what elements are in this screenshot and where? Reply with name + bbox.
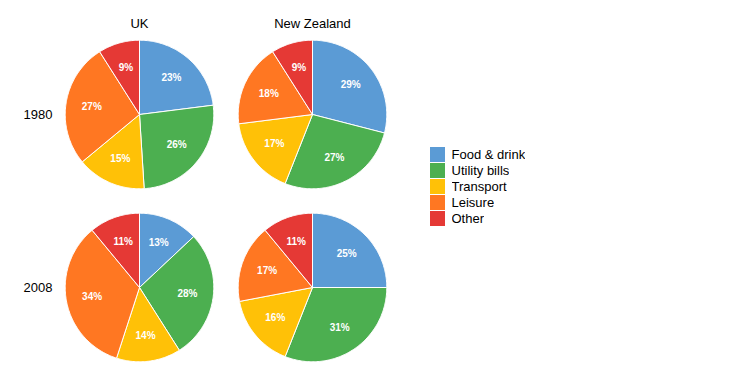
svg-text:11%: 11% bbox=[286, 236, 306, 247]
html-text:Leisure: Leisure bbox=[451, 194, 495, 210]
svg-text:31%: 31% bbox=[330, 322, 350, 333]
svg-text:29%: 29% bbox=[341, 79, 361, 90]
svg-text:27%: 27% bbox=[324, 152, 344, 163]
html-text:Other: Other bbox=[451, 210, 484, 226]
svg-text:28%: 28% bbox=[177, 288, 197, 299]
svg-text:23%: 23% bbox=[161, 72, 181, 83]
html-text:Food & drink: Food & drink bbox=[451, 146, 526, 162]
svg-text:26%: 26% bbox=[167, 139, 187, 150]
svg-text:18%: 18% bbox=[259, 88, 279, 99]
html-text:Transport: Transport bbox=[451, 178, 507, 194]
svg-text:New Zealand: New Zealand bbox=[274, 16, 351, 31]
svg-text:2008: 2008 bbox=[24, 280, 53, 295]
svg-text:16%: 16% bbox=[265, 312, 285, 323]
svg-text:1980: 1980 bbox=[24, 107, 53, 122]
svg-text:14%: 14% bbox=[136, 330, 156, 341]
svg-text:15%: 15% bbox=[110, 153, 130, 164]
svg-text:11%: 11% bbox=[113, 236, 133, 247]
svg-text:UK: UK bbox=[130, 16, 148, 31]
svg-text:9%: 9% bbox=[292, 62, 307, 73]
svg-text:34%: 34% bbox=[82, 291, 102, 302]
svg-text:25%: 25% bbox=[337, 248, 357, 259]
svg-text:9%: 9% bbox=[119, 62, 134, 73]
svg-text:17%: 17% bbox=[257, 265, 277, 276]
html-text:Utility bills: Utility bills bbox=[451, 162, 510, 178]
svg-text:17%: 17% bbox=[264, 138, 284, 149]
svg-text:27%: 27% bbox=[82, 101, 102, 112]
svg-text:13%: 13% bbox=[149, 237, 169, 248]
